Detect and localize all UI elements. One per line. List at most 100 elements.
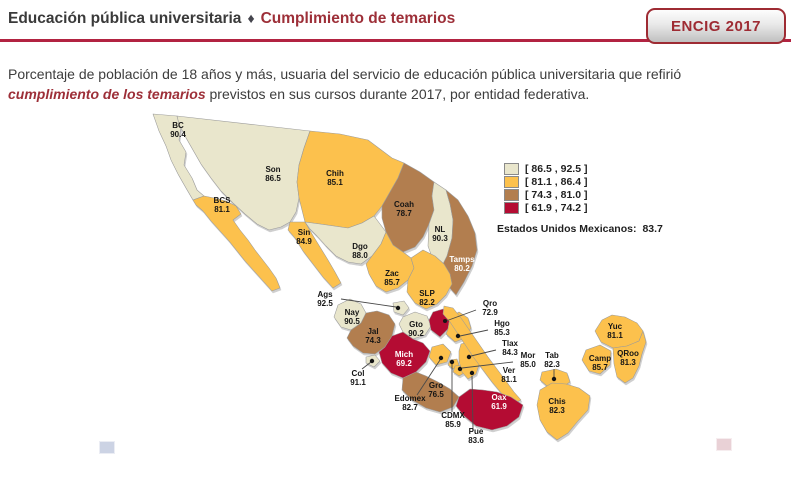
state-label-mich: Mich: [395, 350, 413, 359]
state-ags: [392, 300, 410, 316]
state-label-qroo: QRoo: [617, 349, 639, 358]
state-value-cdmx: 85.9: [445, 420, 461, 429]
state-label-chis: Chis: [548, 397, 566, 406]
state-label-ver: Ver: [503, 366, 515, 375]
state-value-dgo: 88.0: [352, 251, 368, 260]
footer-left-square: [99, 441, 115, 454]
legend-swatch-3: [504, 188, 519, 201]
state-label-camp: Camp: [589, 354, 611, 363]
state-value-coah: 78.7: [396, 209, 412, 218]
state-value-oax: 61.9: [491, 402, 507, 411]
map-dot-qro: [443, 319, 447, 323]
state-label-tlax: Tlax: [502, 339, 519, 348]
state-label-dgo: Dgo: [352, 242, 368, 251]
legend-row-2: [ 81.1 , 86.4 ]: [504, 175, 587, 188]
state-value-son: 86.5: [265, 174, 281, 183]
state-value-gro: 76.5: [428, 390, 444, 399]
state-label-jal: Jal: [367, 327, 378, 336]
state-value-tamps: 80.2: [454, 264, 470, 273]
state-value-tab: 82.3: [544, 360, 560, 369]
state-label-nl: NL: [435, 225, 446, 234]
map-dot-col: [369, 358, 375, 364]
state-value-yuc: 81.1: [607, 331, 623, 340]
state-label-son: Son: [265, 165, 280, 174]
state-label-yuc: Yuc: [608, 322, 623, 331]
state-bc: [152, 113, 205, 201]
state-edomex: [428, 343, 452, 366]
leader-line-hgo: [459, 329, 489, 337]
leader-line-mor: [461, 361, 514, 369]
legend-label-1: [ 86.5 , 92.5 ]: [525, 162, 588, 175]
state-value-zac: 85.7: [384, 278, 400, 287]
national-label: Estados Unidos Mexicanos:: [497, 223, 637, 235]
state-label-sin: Sin: [298, 228, 311, 237]
header-divider: [0, 39, 791, 42]
state-value-mich: 69.2: [396, 359, 412, 368]
state-label-gto: Gto: [409, 320, 423, 329]
leader-line-tlax: [470, 349, 497, 357]
map-dot-hgo: [455, 333, 461, 339]
state-label-qro: Qro: [483, 299, 497, 308]
state-label-tamps: Tamps: [449, 255, 475, 264]
state-value-qro: 72.9: [482, 308, 498, 317]
state-son: [176, 115, 311, 231]
state-value-ver: 81.1: [501, 375, 517, 384]
state-label-gro: Gro: [429, 381, 443, 390]
state-label-coah: Coah: [394, 200, 414, 209]
state-value-hgo: 85.3: [494, 328, 510, 337]
map-dot-ags: [395, 305, 401, 311]
state-chis: [536, 382, 591, 441]
national-average: Estados Unidos Mexicanos: 83.7: [497, 223, 663, 235]
state-value-tlax: 84.3: [502, 348, 518, 357]
state-value-ags: 92.5: [317, 299, 333, 308]
state-label-bcs: BCS: [214, 196, 232, 205]
state-sin: [287, 221, 342, 289]
footer-right-square: [716, 438, 732, 451]
state-value-col: 91.1: [350, 378, 366, 387]
state-value-slp: 82.2: [419, 298, 435, 307]
state-label-oax: Oax: [491, 393, 507, 402]
legend-label-4: [ 61.9 , 74.2 ]: [525, 201, 588, 214]
state-label-mor: Mor: [521, 351, 536, 360]
state-value-bcs: 81.1: [214, 205, 230, 214]
state-value-chih: 85.1: [327, 178, 343, 187]
state-label-cdmx: CDMX: [441, 411, 465, 420]
map-dot-pue: [469, 370, 475, 376]
state-labels-layer: BC 90.4 BCS 81.1 Son 86.5 Chih 85.1 Sin …: [170, 121, 639, 445]
leader-line-ags: [340, 298, 397, 308]
state-value-chis: 82.3: [549, 406, 565, 415]
state-value-edomex: 82.7: [402, 403, 418, 412]
state-value-nl: 90.3: [432, 234, 448, 243]
subtitle-highlight: cumplimiento de los temarios: [8, 86, 206, 102]
legend-row-4: [ 61.9 , 74.2 ]: [504, 201, 587, 214]
state-label-slp: SLP: [419, 289, 435, 298]
leader-line-pue: [471, 375, 474, 430]
diamond-icon: ♦: [247, 10, 255, 26]
state-tamps: [439, 189, 478, 296]
subtitle-line2: previstos en sus cursos durante 2017, po…: [209, 86, 590, 102]
page-title: Educación pública universitaria ♦ Cumplimi…: [8, 10, 455, 28]
map-dot-edomex: [438, 355, 444, 361]
state-gro: [401, 371, 460, 413]
legend-label-2: [ 81.1 , 86.4 ]: [525, 175, 588, 188]
national-value: 83.7: [642, 223, 663, 235]
state-label-pue: Pue: [469, 427, 484, 436]
state-qroo: [612, 330, 647, 384]
legend-swatch-1: [504, 162, 519, 175]
state-value-jal: 74.3: [365, 336, 381, 345]
state-value-qroo: 81.3: [620, 358, 636, 367]
legend-swatch-4: [504, 201, 519, 214]
subtitle-line1: Porcentaje de población de 18 años y más…: [8, 66, 682, 82]
state-label-zac: Zac: [385, 269, 399, 278]
state-camp: [581, 344, 612, 375]
map-dot-mor: [457, 366, 463, 372]
state-value-nay: 90.5: [344, 317, 360, 326]
state-label-edomex: Edomex: [394, 394, 426, 403]
map-dot-cdmx: [449, 359, 455, 365]
legend-label-3: [ 74.3 , 81.0 ]: [525, 188, 588, 201]
state-label-tab: Tab: [545, 351, 559, 360]
state-label-bc: BC: [172, 121, 184, 130]
state-label-chih: Chih: [326, 169, 344, 178]
